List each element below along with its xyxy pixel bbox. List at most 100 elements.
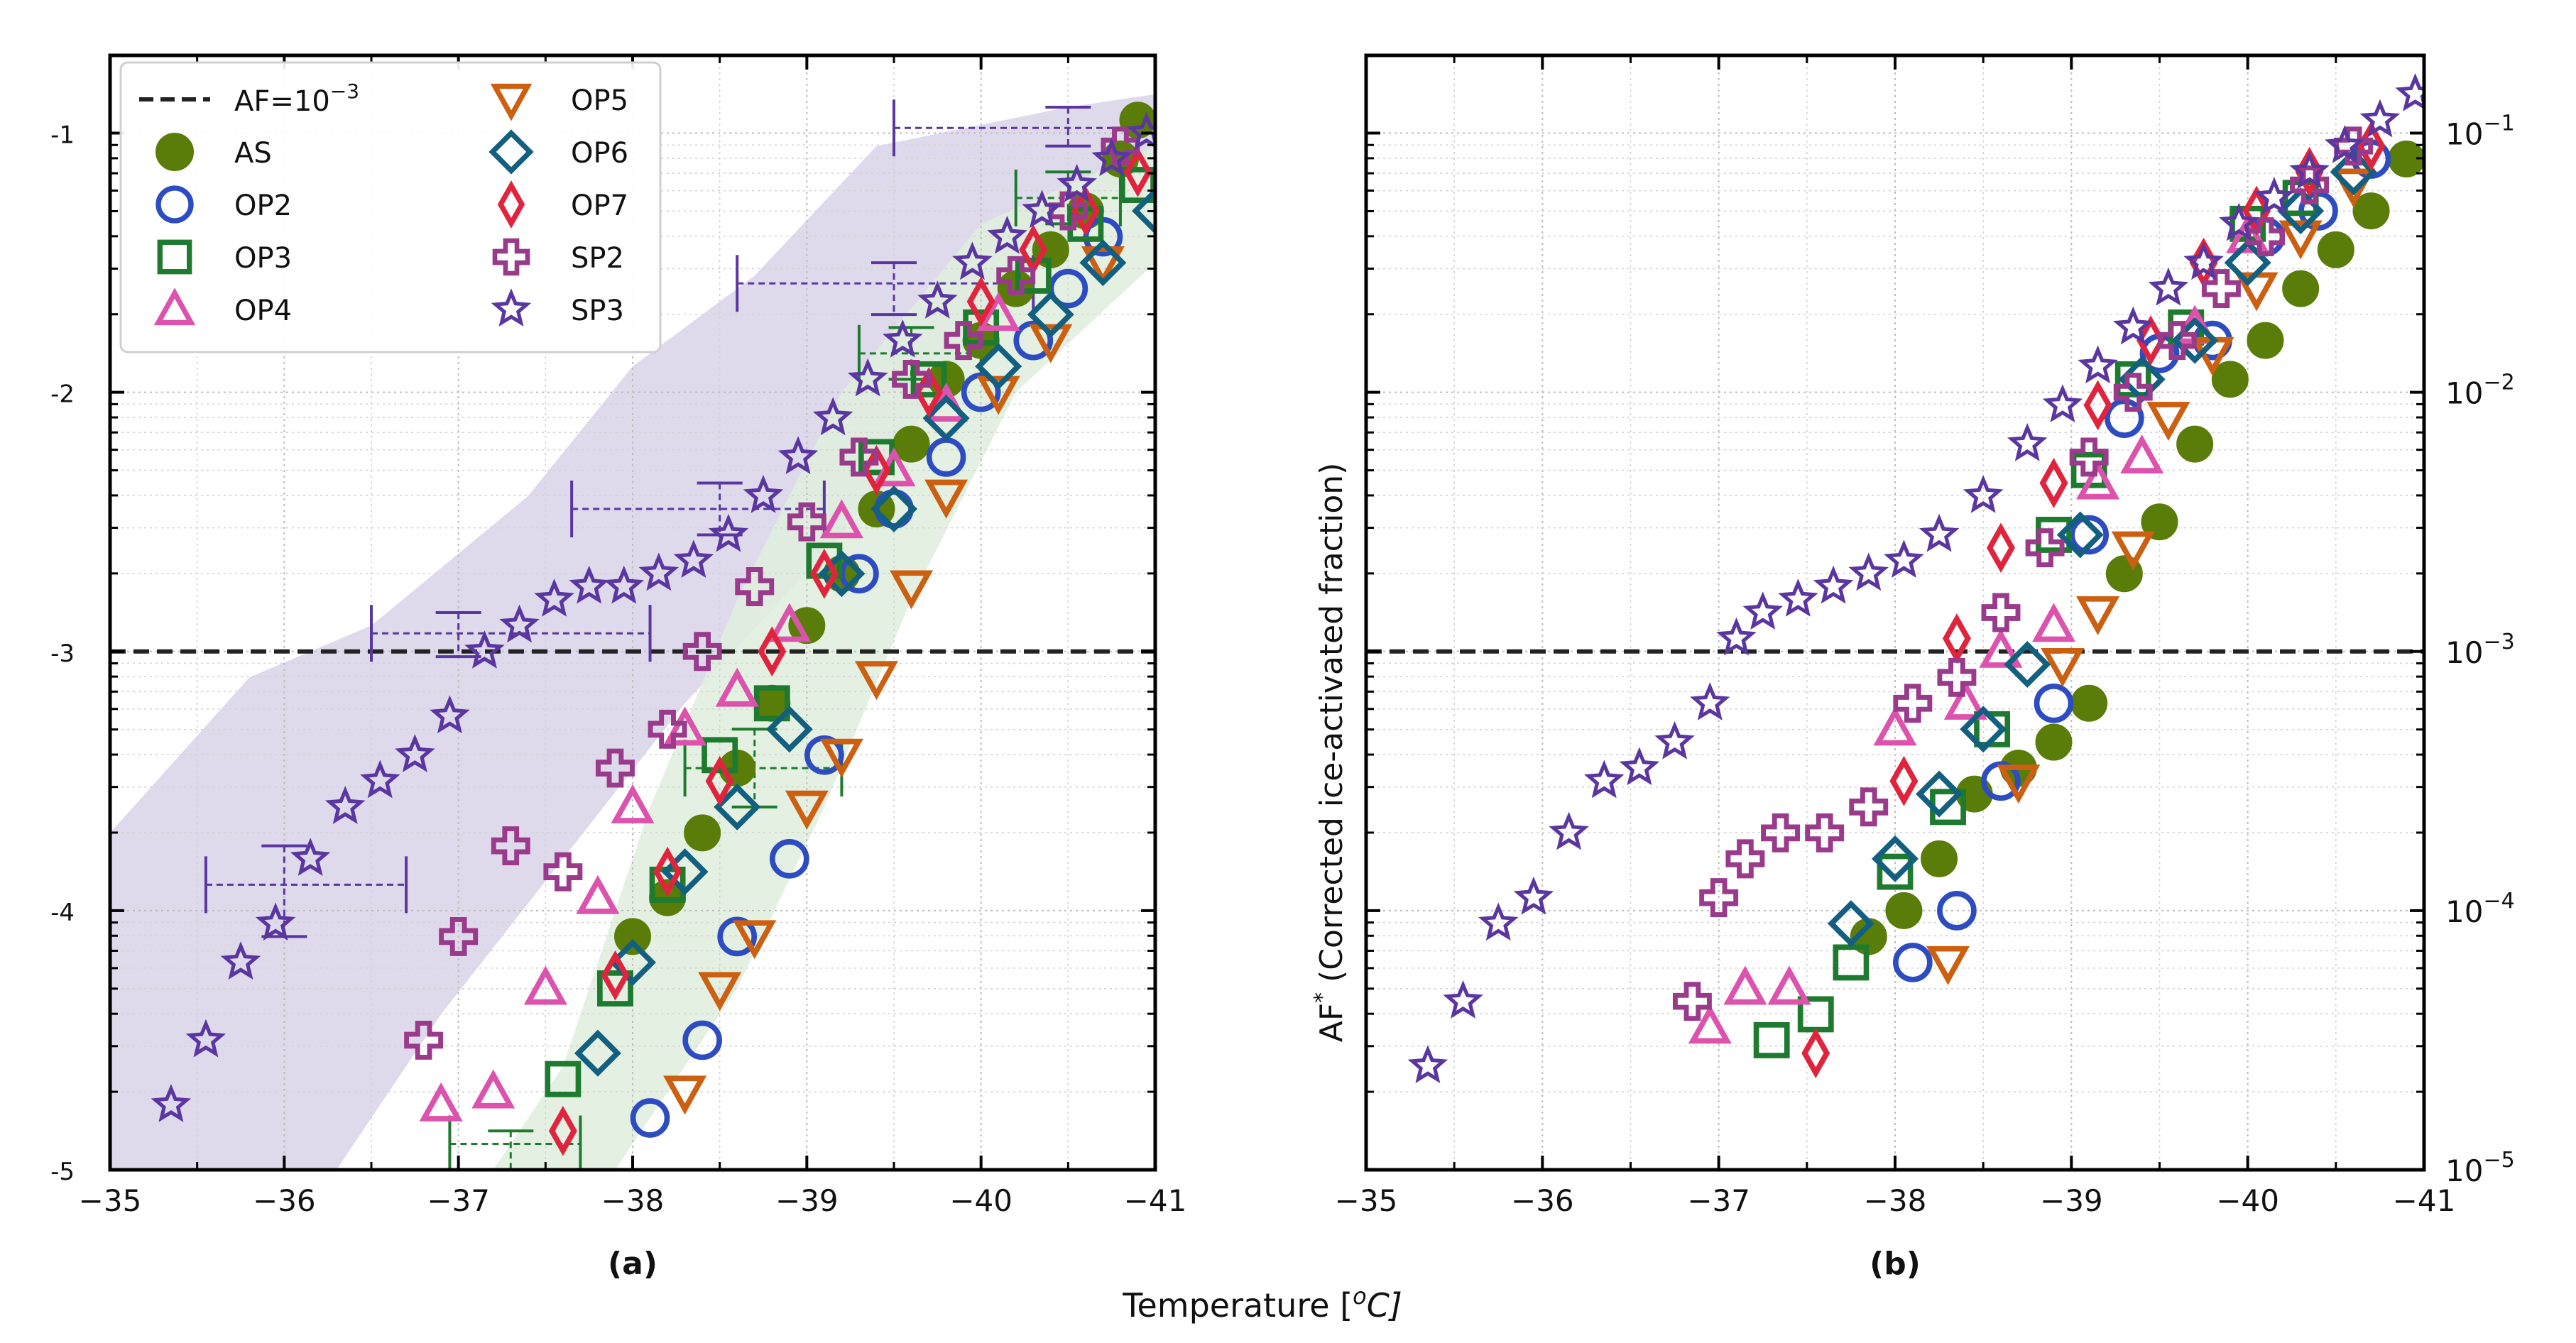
panel-a-point-op7 (653, 846, 682, 897)
panel-b-point-sp3 (1513, 876, 1554, 915)
legend-label-op2: OP2 (234, 190, 292, 222)
legend-label-as: AS (234, 137, 272, 170)
panel-a-point-op6 (714, 783, 761, 831)
panel-b-point-op7 (2039, 458, 2068, 508)
panel-a-point-sp2 (682, 632, 722, 672)
panel-a-point-sp3 (883, 319, 923, 358)
legend-label-op4: OP4 (234, 295, 292, 327)
panel-a-point-sp3 (1022, 190, 1062, 229)
panel-b-point-as (2141, 503, 2178, 541)
panel-a: −35 −36 −37 −38 −39 −40 −41 -1 -2 -3 -4 -5 (a) AF=… (50, 53, 1186, 1282)
legend-item-as: AS (155, 132, 272, 172)
panel-a-point-op7 (1123, 146, 1152, 197)
panel-b-point-sp3 (1689, 682, 1730, 720)
panel-b-x-tick-label: −39 (2040, 1183, 2103, 1218)
panel-a-point-op6 (574, 1029, 621, 1077)
panel-b-point-op4 (2120, 434, 2164, 473)
panel-b-point-as (2317, 231, 2354, 268)
panel-a-point-sp2 (648, 709, 687, 749)
panel-b-x-tick-label: −36 (1511, 1183, 1574, 1218)
panel-a-point-sp2 (839, 437, 879, 477)
panel-b-point-op4 (2076, 460, 2120, 500)
legend-marker-op2 (155, 185, 194, 224)
panel-b-point-op6 (1916, 770, 1963, 818)
panel-a-point-op5 (663, 1075, 707, 1115)
panel-a-point-sp2 (543, 852, 583, 892)
panel-a-point-op4 (819, 499, 863, 539)
panel-a-point-op2 (682, 1020, 722, 1060)
panel-b-point-sp3 (2289, 150, 2330, 190)
panel-b-point-op4 (2031, 603, 2076, 642)
panel-b-point-sp3 (1742, 591, 1784, 630)
panel-a-point-sp2 (404, 1020, 444, 1060)
panel-a-point-sp2 (735, 567, 775, 606)
legend-marker-op6 (489, 129, 534, 175)
legend-marker-as (155, 132, 195, 172)
panel-a-label: (a) (608, 1246, 657, 1282)
legend-label-sp3: SP3 (571, 295, 624, 327)
panel-b-point-sp3 (2395, 73, 2424, 111)
panel-a-point-op6 (1027, 291, 1074, 339)
legend-item-op5: OP5 (490, 83, 628, 121)
panel-a-point-sp3 (847, 358, 888, 397)
panel-a-point-op2 (769, 839, 809, 879)
panel-b-point-sp2 (1849, 787, 1889, 827)
panel-a-point-op2 (1013, 320, 1054, 361)
panel-a-x-tick-label: −39 (775, 1183, 839, 1218)
panel-b-point-op3 (1877, 853, 1914, 890)
legend-marker-op7 (497, 180, 525, 229)
panel-b-point-op2 (1892, 943, 1933, 982)
panel-b-point-op5 (1926, 945, 1970, 985)
panel-b-point-op3 (2114, 361, 2151, 398)
panel-a-point-op2 (961, 372, 1001, 412)
panel-b-y-tick-labels: 10−1 10−2 10−3 10−4 10−5 (2445, 111, 2515, 1188)
panel-a-point-op5 (733, 920, 777, 960)
panel-a-point-op4 (663, 706, 707, 746)
panel-a-point-op5 (698, 972, 742, 1012)
panel-b-point-op5 (1997, 764, 2041, 804)
panel-a-point-sp3 (1057, 163, 1097, 202)
panel-b-point-sp3 (1963, 474, 2004, 513)
panel-b-point-op6 (2330, 148, 2377, 196)
shared-x-axis-label: Temperature [oC] (1122, 1283, 1402, 1325)
panel-a-point-op3 (1015, 257, 1052, 294)
panel-b-y-tick-label: 10−1 (2445, 111, 2515, 152)
panel-b-point-sp2 (2025, 528, 2065, 568)
panel-a-point-op3 (597, 970, 633, 1007)
panel-a-point-op2 (630, 1098, 670, 1138)
panel-b-x-tick-label: −35 (1335, 1183, 1398, 1218)
panel-a-x-tick-label: −38 (601, 1183, 665, 1218)
panel-a-point-sp3 (777, 436, 819, 474)
panel-a-point-sp3 (290, 838, 331, 876)
panel-a-point-op4 (523, 965, 567, 1005)
legend-ref-label: AF=10−3 (234, 80, 359, 118)
legend-item-sp3: SP3 (491, 288, 624, 327)
panel-b-y-tick-label: 10−5 (2445, 1148, 2515, 1188)
panel-a-point-sp3 (534, 579, 574, 617)
panel-b-point-sp3 (2254, 177, 2295, 215)
panel-a-point-op6 (922, 395, 970, 442)
panel-b-point-op2 (2034, 683, 2074, 723)
panel-a-point-op4 (611, 784, 655, 823)
legend-label-sp2: SP2 (571, 242, 624, 275)
panel-a-point-op2 (717, 916, 758, 957)
panel-b-point-sp2 (1981, 593, 2021, 632)
panel-a-point-op5 (1029, 324, 1073, 363)
panel-b-point-op3 (1974, 711, 2011, 747)
panel-b-point-sp3 (1778, 579, 1818, 617)
panel-b-point-as (2352, 192, 2390, 230)
panel-b-point-op4 (1723, 965, 1767, 1005)
panel-a-point-sp3 (569, 565, 609, 604)
panel-a-point-sp3 (952, 241, 993, 280)
panel-b-point-sp3 (1583, 760, 1625, 799)
panel-a-point-sp3 (395, 734, 435, 772)
panel-a-point-sp2 (996, 256, 1036, 295)
panel-b-point-sp3 (1654, 720, 1695, 760)
panel-b-point-op5 (2076, 596, 2120, 635)
panel-a-x-tick-label: −37 (427, 1183, 490, 1218)
legend-item-op6: OP6 (489, 129, 628, 175)
panel-a-point-sp2 (944, 321, 983, 361)
panel-b-x-tick-label: −40 (2216, 1183, 2279, 1218)
panel-a-point-op3 (545, 1060, 582, 1097)
